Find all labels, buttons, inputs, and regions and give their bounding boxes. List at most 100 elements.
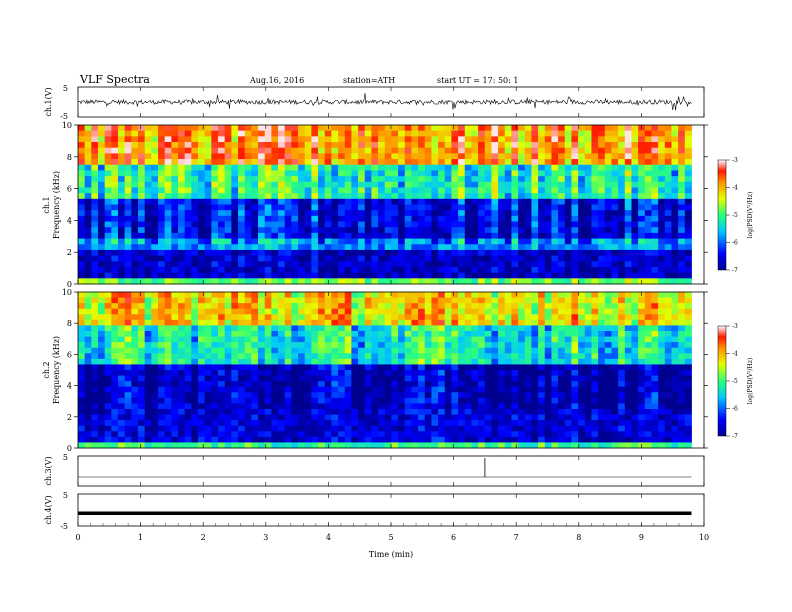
spectrogram-cell bbox=[218, 227, 226, 234]
spectrogram-cell bbox=[638, 397, 646, 404]
spectrogram-cell bbox=[551, 308, 559, 315]
spectrogram-cell bbox=[218, 238, 226, 245]
spectrogram-cell bbox=[551, 414, 559, 421]
spectrogram-cell bbox=[611, 221, 619, 228]
spectrogram-cell bbox=[644, 308, 652, 315]
spectrogram-cell bbox=[531, 347, 539, 354]
spectrogram-cell bbox=[351, 397, 359, 404]
spectrogram-cell bbox=[531, 381, 539, 388]
spectrogram-cell bbox=[518, 255, 526, 262]
spectrogram-cell bbox=[211, 130, 219, 137]
spectrogram-cell bbox=[611, 261, 619, 268]
spectrogram-cell bbox=[291, 249, 299, 257]
spectrogram-cell bbox=[571, 403, 579, 410]
spectrogram-cell bbox=[158, 297, 166, 304]
spectrogram-cell bbox=[404, 403, 412, 410]
spectrogram-cell bbox=[498, 142, 506, 149]
spectrogram-cell bbox=[171, 153, 179, 160]
spectrogram-cell bbox=[318, 232, 326, 239]
spectrogram-cell bbox=[498, 198, 506, 205]
spectrogram-cell bbox=[444, 370, 452, 376]
spectrogram-cell bbox=[438, 331, 446, 337]
spectrogram-cell bbox=[504, 142, 512, 149]
spectrogram-cell bbox=[171, 358, 179, 365]
spectrogram-cell bbox=[664, 244, 672, 251]
spectrogram-cell bbox=[558, 425, 566, 432]
spectrogram-cell bbox=[138, 130, 146, 137]
spectrogram-cell bbox=[251, 249, 259, 257]
spectrogram-cell bbox=[284, 181, 292, 188]
spectrogram-cell bbox=[104, 297, 112, 304]
spectrogram-cell bbox=[198, 136, 206, 143]
spectrogram-cell bbox=[464, 221, 472, 228]
spectrogram-cell bbox=[444, 342, 452, 349]
spectrogram-cell bbox=[78, 375, 86, 382]
spectrogram-cell bbox=[304, 147, 312, 154]
spectrogram-cell bbox=[591, 314, 599, 321]
spectrogram-cell bbox=[378, 414, 386, 421]
spectrogram-cell bbox=[518, 249, 526, 257]
spectrogram-cell bbox=[171, 403, 179, 410]
spectrogram-cell bbox=[404, 198, 412, 205]
spectrogram-cell bbox=[138, 336, 146, 343]
spectrogram-cell bbox=[304, 403, 312, 410]
spectrogram-cell bbox=[564, 370, 572, 376]
spectrogram-cell bbox=[431, 414, 439, 421]
spectrogram-cell bbox=[224, 232, 232, 239]
spectrogram-cell bbox=[211, 319, 219, 326]
spectrogram-cell bbox=[184, 336, 192, 343]
spectrogram-cell bbox=[158, 255, 166, 262]
spectrogram-cell bbox=[664, 130, 672, 137]
spectrogram-cell bbox=[291, 159, 299, 166]
spectrogram-cell bbox=[84, 266, 92, 274]
spectrogram-cell bbox=[631, 221, 639, 228]
spectrogram-cell bbox=[218, 198, 226, 205]
spectrogram-cell bbox=[111, 308, 119, 315]
spectrogram-cell bbox=[298, 204, 306, 211]
spectrogram-cell bbox=[571, 272, 579, 279]
spectrogram-cell bbox=[658, 364, 666, 371]
spectrogram-cell bbox=[364, 297, 372, 304]
spectrogram-cell bbox=[644, 347, 652, 354]
spectrogram-cell bbox=[138, 170, 146, 177]
spectrogram-cell bbox=[584, 292, 592, 298]
spectrogram-cell bbox=[344, 170, 352, 177]
spectrogram-cell bbox=[364, 272, 372, 279]
spectrogram-cell bbox=[98, 336, 106, 343]
spectrogram-cell bbox=[258, 375, 266, 382]
spectrogram-cell bbox=[564, 353, 572, 360]
spectrogram-cell bbox=[591, 266, 599, 274]
spectrogram-cell bbox=[524, 409, 532, 415]
spectrogram-cell bbox=[471, 342, 479, 349]
spectrogram-cell bbox=[531, 420, 539, 427]
spectrogram-cell bbox=[684, 176, 692, 183]
spectrogram-cell bbox=[284, 255, 292, 262]
spectrogram-cell bbox=[471, 353, 479, 360]
spectrogram-cell bbox=[311, 425, 319, 432]
spectrogram-cell bbox=[624, 336, 632, 343]
spectrogram-cell bbox=[231, 409, 239, 415]
spectrogram-cell bbox=[604, 210, 612, 217]
spectrogram-cell bbox=[278, 342, 286, 349]
spectrogram-cell bbox=[151, 232, 159, 239]
spectrogram-cell bbox=[251, 397, 259, 404]
spectrogram-cell bbox=[444, 353, 452, 360]
spectrogram-cell bbox=[171, 319, 179, 326]
spectrogram-cell bbox=[351, 142, 359, 149]
spectrogram-cell bbox=[198, 336, 206, 343]
spectrogram-cell bbox=[158, 364, 166, 371]
spectrogram-cell bbox=[624, 425, 632, 432]
spectrogram-cell bbox=[444, 386, 452, 393]
spectrogram-cell bbox=[298, 142, 306, 149]
spectrogram-cell bbox=[91, 364, 99, 371]
spectrogram-cell bbox=[531, 142, 539, 149]
spectrogram-cell bbox=[291, 176, 299, 183]
spectrogram-cell bbox=[264, 261, 272, 268]
spectrogram-cell bbox=[358, 278, 366, 285]
spectrogram-cell bbox=[118, 221, 126, 228]
spectrogram-cell bbox=[591, 142, 599, 149]
spectrogram-cell bbox=[604, 278, 612, 285]
spectrogram-cell bbox=[564, 193, 572, 200]
spectrogram-cell bbox=[538, 130, 546, 137]
spectrogram-cell bbox=[251, 244, 259, 251]
